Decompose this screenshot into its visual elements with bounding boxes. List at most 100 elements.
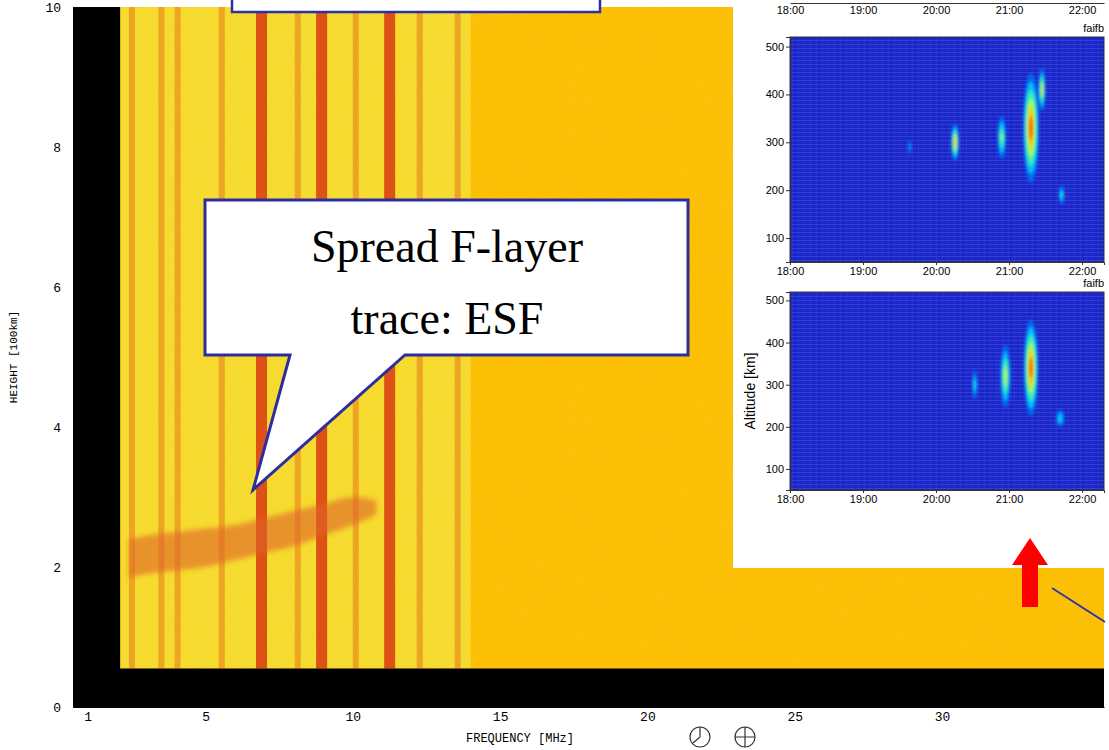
icon — [735, 727, 755, 747]
icons — [690, 727, 755, 747]
tick-label: 21:00 — [996, 493, 1024, 505]
panel-title: faifb — [1083, 22, 1104, 34]
echo — [1056, 410, 1065, 427]
tick: 18:00 — [777, 3, 805, 16]
axis: 100 200 300 400 500 — [766, 38, 791, 263]
axis: 151015202530 — [74, 707, 1105, 725]
tick: 19:00 — [850, 262, 878, 277]
tick: 500 — [766, 294, 790, 306]
plot-background — [790, 37, 1104, 262]
axis-line — [74, 707, 1105, 708]
tick: 400 — [766, 88, 790, 100]
echo — [1001, 352, 1009, 401]
tick-label: 20:00 — [923, 265, 951, 277]
tick: 1 — [84, 707, 92, 725]
tick: 21:00 — [996, 3, 1024, 16]
tick-label: 20 — [640, 710, 656, 725]
tick-mark — [786, 142, 790, 143]
tick-mark — [786, 343, 790, 344]
echo — [1029, 358, 1032, 378]
tick-label: 2 — [53, 561, 61, 576]
axis: 18:00 19:00 20:00 21:00 22:00 — [777, 3, 1105, 16]
tick: 200 — [766, 184, 790, 196]
plot-background — [790, 292, 1104, 490]
echo — [1004, 367, 1007, 386]
icon — [735, 727, 755, 747]
echo — [1041, 87, 1042, 93]
echo — [951, 123, 959, 161]
echo — [1038, 68, 1045, 111]
tick: 20:00 — [923, 3, 951, 16]
tick-label: 21:00 — [996, 265, 1024, 277]
plot-frame — [790, 37, 1104, 262]
echo — [1001, 134, 1003, 142]
echo — [973, 375, 976, 393]
echo — [1026, 335, 1036, 401]
echo — [1027, 342, 1035, 393]
page: 0246810151015202530FREQUENCY [MHz]HEIGHT… — [0, 0, 1109, 750]
echo — [1028, 350, 1033, 386]
tick: 25 — [787, 707, 803, 725]
tick: 21:00 — [996, 262, 1024, 277]
echoes — [972, 319, 1064, 426]
tick-label: 25 — [787, 710, 803, 725]
tick-label: 100 — [766, 232, 784, 244]
tick-label: 15 — [493, 710, 509, 725]
tick: 20:00 — [923, 490, 951, 505]
tick-label: 6 — [53, 281, 61, 296]
plot-area — [790, 292, 1104, 490]
icon — [690, 727, 710, 747]
echo — [1059, 185, 1065, 204]
plot-frame — [790, 292, 1104, 490]
echo — [1029, 116, 1032, 139]
axis-line — [786, 293, 791, 491]
tick: 6 — [53, 281, 73, 296]
echo — [1040, 77, 1044, 102]
tick: 200 — [766, 421, 790, 433]
tick: 15 — [493, 707, 509, 725]
tick-mark — [786, 190, 790, 191]
tick: 19:00 — [850, 490, 878, 505]
callout-text: trace: ESF — [351, 293, 544, 344]
tick-label: 200 — [766, 421, 784, 433]
tick: 22:00 — [1069, 262, 1097, 277]
arrow — [1012, 538, 1048, 607]
tick: 100 — [766, 463, 790, 475]
tick-mark — [786, 47, 790, 48]
tick-mark — [786, 238, 790, 239]
tick-label: 22:00 — [1069, 493, 1097, 505]
tick-label: 100 — [766, 463, 784, 475]
unsounded-low-frequency — [73, 7, 120, 707]
tick-label: 4 — [53, 421, 61, 436]
callout-text: Spread F-layer — [311, 221, 583, 272]
tick: 18:00 — [777, 490, 805, 505]
tick-mark — [786, 427, 790, 428]
tick: 30 — [935, 707, 951, 725]
tick-mark — [786, 385, 790, 386]
y-axis-title: HEIGHT [100km] — [8, 311, 20, 403]
axis-line — [786, 38, 791, 263]
axis-line — [73, 8, 74, 708]
tick-label: 500 — [766, 294, 784, 306]
echo — [909, 144, 910, 151]
tick: 10 — [45, 1, 73, 16]
tick-label: 22:00 — [1069, 4, 1097, 16]
tick-label: 30 — [935, 710, 951, 725]
tick: 2 — [53, 561, 73, 576]
echo — [1000, 345, 1010, 408]
tick-label: 22:00 — [1069, 265, 1097, 277]
echo — [1058, 414, 1063, 424]
tick: 400 — [766, 337, 790, 349]
echo — [1025, 327, 1037, 409]
tick-label: 19:00 — [850, 4, 878, 16]
echo — [954, 138, 956, 148]
tick: 4 — [53, 421, 73, 436]
y-axis-title: Altitude [km] — [742, 352, 758, 429]
panel-title: faifb — [1083, 277, 1104, 289]
tick: 19:00 — [850, 3, 878, 16]
tick: 8 — [53, 141, 73, 156]
tick: 500 — [766, 41, 790, 53]
tick-label: 5 — [202, 710, 210, 725]
tick-label: 300 — [766, 136, 784, 148]
tick-label: 18:00 — [777, 4, 805, 16]
